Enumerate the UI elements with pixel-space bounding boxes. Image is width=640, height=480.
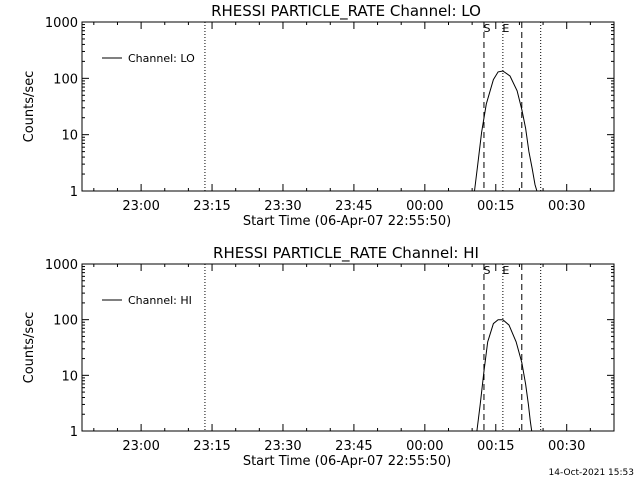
x-tick-label: 00:15 [477, 199, 514, 214]
x-tick-label: 23:45 [335, 199, 372, 214]
y-tick-label: 100 [53, 72, 78, 87]
x-tick-label: 23:00 [122, 439, 159, 454]
legend-label: Channel: HI [128, 294, 192, 307]
y-tick-label: 1000 [45, 16, 78, 31]
marker-label-s: S [483, 22, 490, 35]
chart-title: RHESSI PARTICLE_RATE Channel: LO [211, 2, 481, 21]
legend-label: Channel: LO [128, 52, 195, 65]
x-tick-label: 23:45 [335, 439, 372, 454]
y-tick-label: 1 [70, 425, 78, 440]
plot-frame [81, 21, 615, 192]
y-axis-label: Counts/sec [22, 71, 37, 143]
marker-label-e: E [502, 22, 509, 35]
series-line [474, 70, 538, 192]
plot-frame [81, 263, 615, 432]
chart-title: RHESSI PARTICLE_RATE Channel: HI [213, 244, 479, 263]
x-tick-label: 00:30 [548, 199, 585, 214]
x-tick-label: 00:15 [477, 439, 514, 454]
y-tick-label: 10 [61, 129, 78, 144]
y-tick-label: 10 [61, 369, 78, 384]
x-axis-label: Start Time (06-Apr-07 22:55:50) [243, 454, 451, 469]
marker-label-e: E [502, 264, 509, 277]
marker-label-s: S [483, 264, 490, 277]
y-tick-label: 100 [53, 314, 78, 329]
x-axis-label: Start Time (06-Apr-07 22:55:50) [243, 214, 451, 229]
y-tick-label: 1000 [45, 258, 78, 273]
x-tick-label: 00:00 [406, 199, 443, 214]
x-tick-label: 23:30 [264, 439, 301, 454]
y-tick-label: 1 [70, 185, 78, 200]
x-tick-label: 23:30 [264, 199, 301, 214]
x-tick-label: 23:00 [122, 199, 159, 214]
y-axis-label: Counts/sec [22, 312, 37, 384]
series-line [476, 319, 533, 432]
x-tick-label: 00:00 [406, 439, 443, 454]
x-tick-label: 23:15 [193, 199, 230, 214]
x-tick-label: 23:15 [193, 439, 230, 454]
x-tick-label: 00:30 [548, 439, 585, 454]
timestamp: 14-Oct-2021 15:53 [548, 468, 634, 478]
